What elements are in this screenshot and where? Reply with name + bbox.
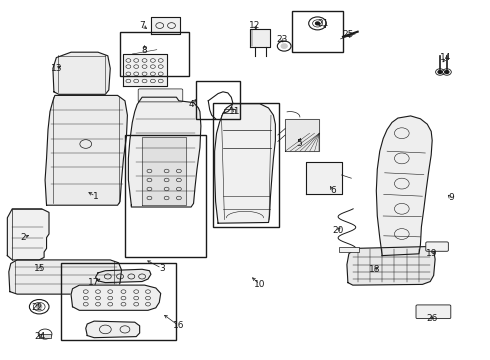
Circle shape <box>316 22 319 25</box>
Text: 6: 6 <box>330 186 336 195</box>
Bar <box>120 32 189 76</box>
Text: 16: 16 <box>173 321 185 330</box>
FancyBboxPatch shape <box>426 242 448 251</box>
Polygon shape <box>347 247 435 285</box>
Text: 8: 8 <box>142 46 147 55</box>
Circle shape <box>438 71 442 73</box>
Polygon shape <box>86 321 140 338</box>
Polygon shape <box>142 137 186 205</box>
Polygon shape <box>250 29 270 47</box>
Polygon shape <box>45 95 127 205</box>
FancyBboxPatch shape <box>416 305 451 319</box>
Text: 7: 7 <box>139 21 145 30</box>
Circle shape <box>281 44 287 48</box>
Text: 13: 13 <box>50 64 62 73</box>
Polygon shape <box>215 104 275 223</box>
Polygon shape <box>151 17 180 34</box>
Text: 5: 5 <box>296 139 302 148</box>
Text: 18: 18 <box>369 266 381 274</box>
Polygon shape <box>128 97 201 207</box>
Text: 25: 25 <box>342 30 354 39</box>
Polygon shape <box>285 119 319 151</box>
Text: 9: 9 <box>448 194 454 202</box>
Polygon shape <box>9 260 122 294</box>
Text: 2: 2 <box>21 233 26 242</box>
Polygon shape <box>71 285 161 310</box>
Polygon shape <box>53 52 110 94</box>
Bar <box>39 334 51 338</box>
Text: 12: 12 <box>249 21 261 30</box>
Text: 26: 26 <box>426 314 438 323</box>
Text: 17: 17 <box>88 278 100 287</box>
Bar <box>213 103 279 227</box>
Bar <box>61 263 176 340</box>
Bar <box>125 135 206 257</box>
Text: 10: 10 <box>254 280 266 289</box>
Circle shape <box>445 71 449 73</box>
Text: 20: 20 <box>332 226 344 235</box>
Bar <box>339 247 359 252</box>
Text: 22: 22 <box>31 303 42 312</box>
Text: 3: 3 <box>159 264 165 273</box>
Text: 1: 1 <box>93 192 98 201</box>
Polygon shape <box>96 269 151 283</box>
Text: 24: 24 <box>35 332 46 341</box>
Polygon shape <box>7 209 49 260</box>
Text: 11: 11 <box>229 107 241 116</box>
Text: 14: 14 <box>440 53 452 62</box>
Bar <box>292 11 343 52</box>
Polygon shape <box>376 116 432 256</box>
FancyBboxPatch shape <box>138 89 183 102</box>
Text: 19: 19 <box>426 249 438 258</box>
Bar <box>224 109 235 113</box>
Text: 4: 4 <box>188 100 194 109</box>
Text: 21: 21 <box>318 19 329 28</box>
Circle shape <box>37 305 42 309</box>
Polygon shape <box>306 162 342 194</box>
Text: 23: 23 <box>276 35 288 44</box>
Bar <box>196 81 240 119</box>
Text: 15: 15 <box>34 264 46 273</box>
Polygon shape <box>122 54 167 86</box>
